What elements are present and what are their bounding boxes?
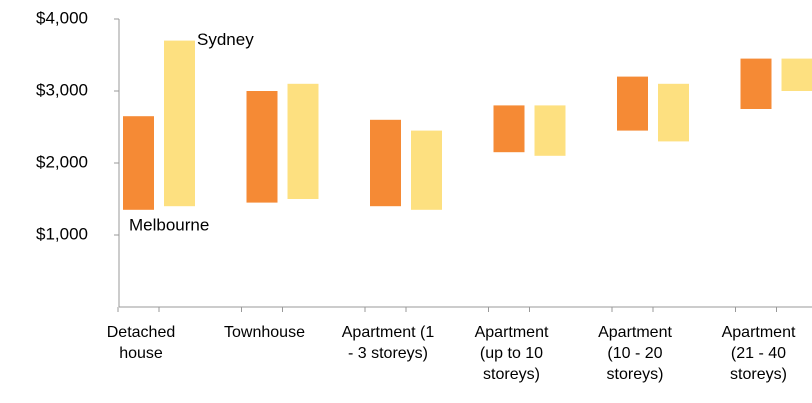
y-tick-label: $3,000 [36,80,88,99]
x-tick-label: Detached house [106,324,176,362]
range-bar [617,76,648,131]
x-tick-label: Apartment (1 - 3 storeys) [341,324,435,362]
x-tick-label: Apartment (21 - 40 storeys) [721,324,796,383]
range-bar [287,83,319,199]
series-label: Sydney [197,30,254,49]
range-bar [740,58,772,109]
range-bar [781,58,812,91]
range-bar [658,83,689,142]
range-bar [246,91,278,203]
range-bar [411,130,442,210]
range-bar [123,116,154,210]
y-tick-label: $4,000 [36,8,88,27]
y-tick-label: $2,000 [36,152,88,171]
x-tick-label: Townhouse [224,324,305,341]
range-bar [370,119,401,207]
range-bar [534,105,566,156]
series-label: Melbourne [129,215,209,234]
range-bar [164,40,195,207]
range-bar [493,105,525,153]
x-tick-label: Apartment (10 - 20 storeys) [598,324,672,383]
y-tick-label: $1,000 [36,224,88,243]
x-tick-label: Apartment (up to 10 storeys) [474,324,549,383]
